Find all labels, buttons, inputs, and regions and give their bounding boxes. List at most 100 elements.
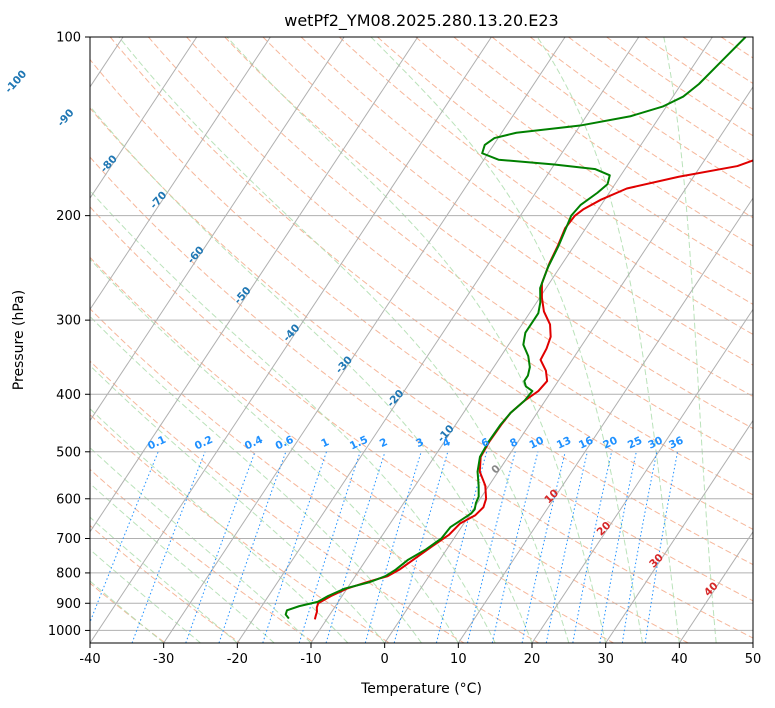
mixing-ratio-label: 8 [508,436,520,450]
dry-adiabat-line [529,37,753,191]
dry-adiabat-line [90,206,689,643]
isotherm-line [752,642,753,643]
mixing-ratio-lines [90,451,679,643]
x-tick-label: 0 [381,652,389,667]
dewpoint-line [284,37,747,620]
mixing-ratio-line [298,451,361,643]
isotherm-line [90,37,345,422]
mixing-ratio-label: 20 [601,435,619,452]
y-tick-label: 900 [56,597,81,612]
isobars [90,37,753,631]
mixing-ratio-line [364,451,422,643]
x-tick-label: -40 [79,652,100,667]
y-tick-label: 800 [56,566,81,581]
dry-adiabat-line [90,360,465,643]
isotherm-line [384,86,753,643]
moist-adiabats [90,37,717,643]
isotherm-line [605,419,753,643]
dry-adiabat-line [262,37,753,398]
moist-adiabat-line [90,364,386,643]
mixing-ratio-line [491,451,539,643]
mixing-ratio-label: 10 [527,435,545,452]
dry-adiabat-line [759,37,775,643]
dry-adiabat-line [109,37,753,530]
x-tick-label: 50 [745,652,762,667]
mixing-ratio-line [131,451,206,643]
x-axis-title: Temperature (°C) [360,681,482,697]
x-tick-label: -30 [153,652,174,667]
isotherm-line [531,308,753,643]
mixing-ratio-label: 2 [378,436,390,450]
dry-adiabat-line [148,37,753,496]
dry-adiabat-line [224,37,753,430]
moist-adiabat-line [90,315,422,643]
y-axis-title: Pressure (hPa) [11,290,27,390]
y-tick-label: 1000 [48,624,81,639]
dry-adiabat-line [415,37,753,276]
y-tick-label: 500 [56,445,81,460]
y-tick-label: 300 [56,314,81,329]
temperature-line [313,159,753,620]
mixing-ratio-line [185,451,256,643]
mixing-ratio-label: 3 [414,436,426,450]
moist-adiabat-line [90,408,349,643]
moist-adiabat-line [90,189,496,643]
moist-adiabat-line [90,447,312,643]
chart-title: wetPf2_YM08.2025.280.13.20.E23 [284,11,558,31]
mixing-ratio-line [262,451,327,643]
isotherm-line [457,197,753,643]
mixing-ratio-label: 30 [646,435,664,452]
moist-adiabat-line [226,37,607,643]
mixing-ratio-label: 1 [319,436,331,450]
isotherms [90,37,753,643]
isotherm-label: -100 [3,68,30,96]
mixing-ratio-line [218,451,287,643]
mixing-ratio-label: 36 [667,435,685,452]
isotherm-line [90,37,492,643]
dry-adiabat-line [339,37,753,335]
moist-adiabat-line [90,482,275,643]
isotherm-line [90,37,271,311]
dry-adiabat-line [90,156,753,639]
moist-adiabat-line [90,580,164,643]
dry-adiabat-line [90,107,753,602]
mixing-ratio-line [521,451,566,643]
dry-adiabat-line [453,37,753,247]
mixing-ratio-line [325,451,386,643]
y-tick-label: 200 [56,209,81,224]
x-tick-label: 20 [524,652,541,667]
mixing-ratio-label: 4 [441,436,453,450]
moist-adiabat-line [118,37,570,643]
isotherm-line [678,530,753,643]
mixing-ratio-label: 16 [577,435,595,452]
x-tick-label: -10 [300,652,321,667]
isotherm-line [90,37,419,533]
y-tick-label: 600 [56,492,81,507]
moist-adiabat-line [536,37,680,643]
dry-adiabat-line [90,58,753,566]
dry-adiabat-line [90,414,390,643]
mixing-ratio-label: 25 [626,435,644,452]
moist-adiabat-line [663,37,717,643]
y-tick-label: 700 [56,532,81,547]
moist-adiabat-line [90,258,459,643]
x-tick-label: -20 [227,652,248,667]
profile-series [284,37,753,620]
x-tick-label: 40 [671,652,688,667]
isotherm-label: -90 [55,107,77,129]
x-tick-label: 10 [450,652,467,667]
moist-adiabat-line [90,105,533,643]
plot-frame [89,36,754,644]
mixing-ratio-line [90,451,159,624]
dry-adiabat-line [90,524,241,643]
isotherm-line [236,37,640,643]
axes: -40 -30 -20 -10 0 10 20 30 40 50 100 200 300 400 500 60… [48,31,761,668]
y-tick-label: 400 [56,388,81,403]
moist-adiabat-line [90,516,238,643]
mixing-ratio-label: 6 [480,436,492,450]
mixing-ratio-label: 13 [555,435,573,452]
dry-adiabat-line [300,37,753,366]
isotherm-line [90,37,198,200]
mixing-ratio-line [435,451,488,643]
